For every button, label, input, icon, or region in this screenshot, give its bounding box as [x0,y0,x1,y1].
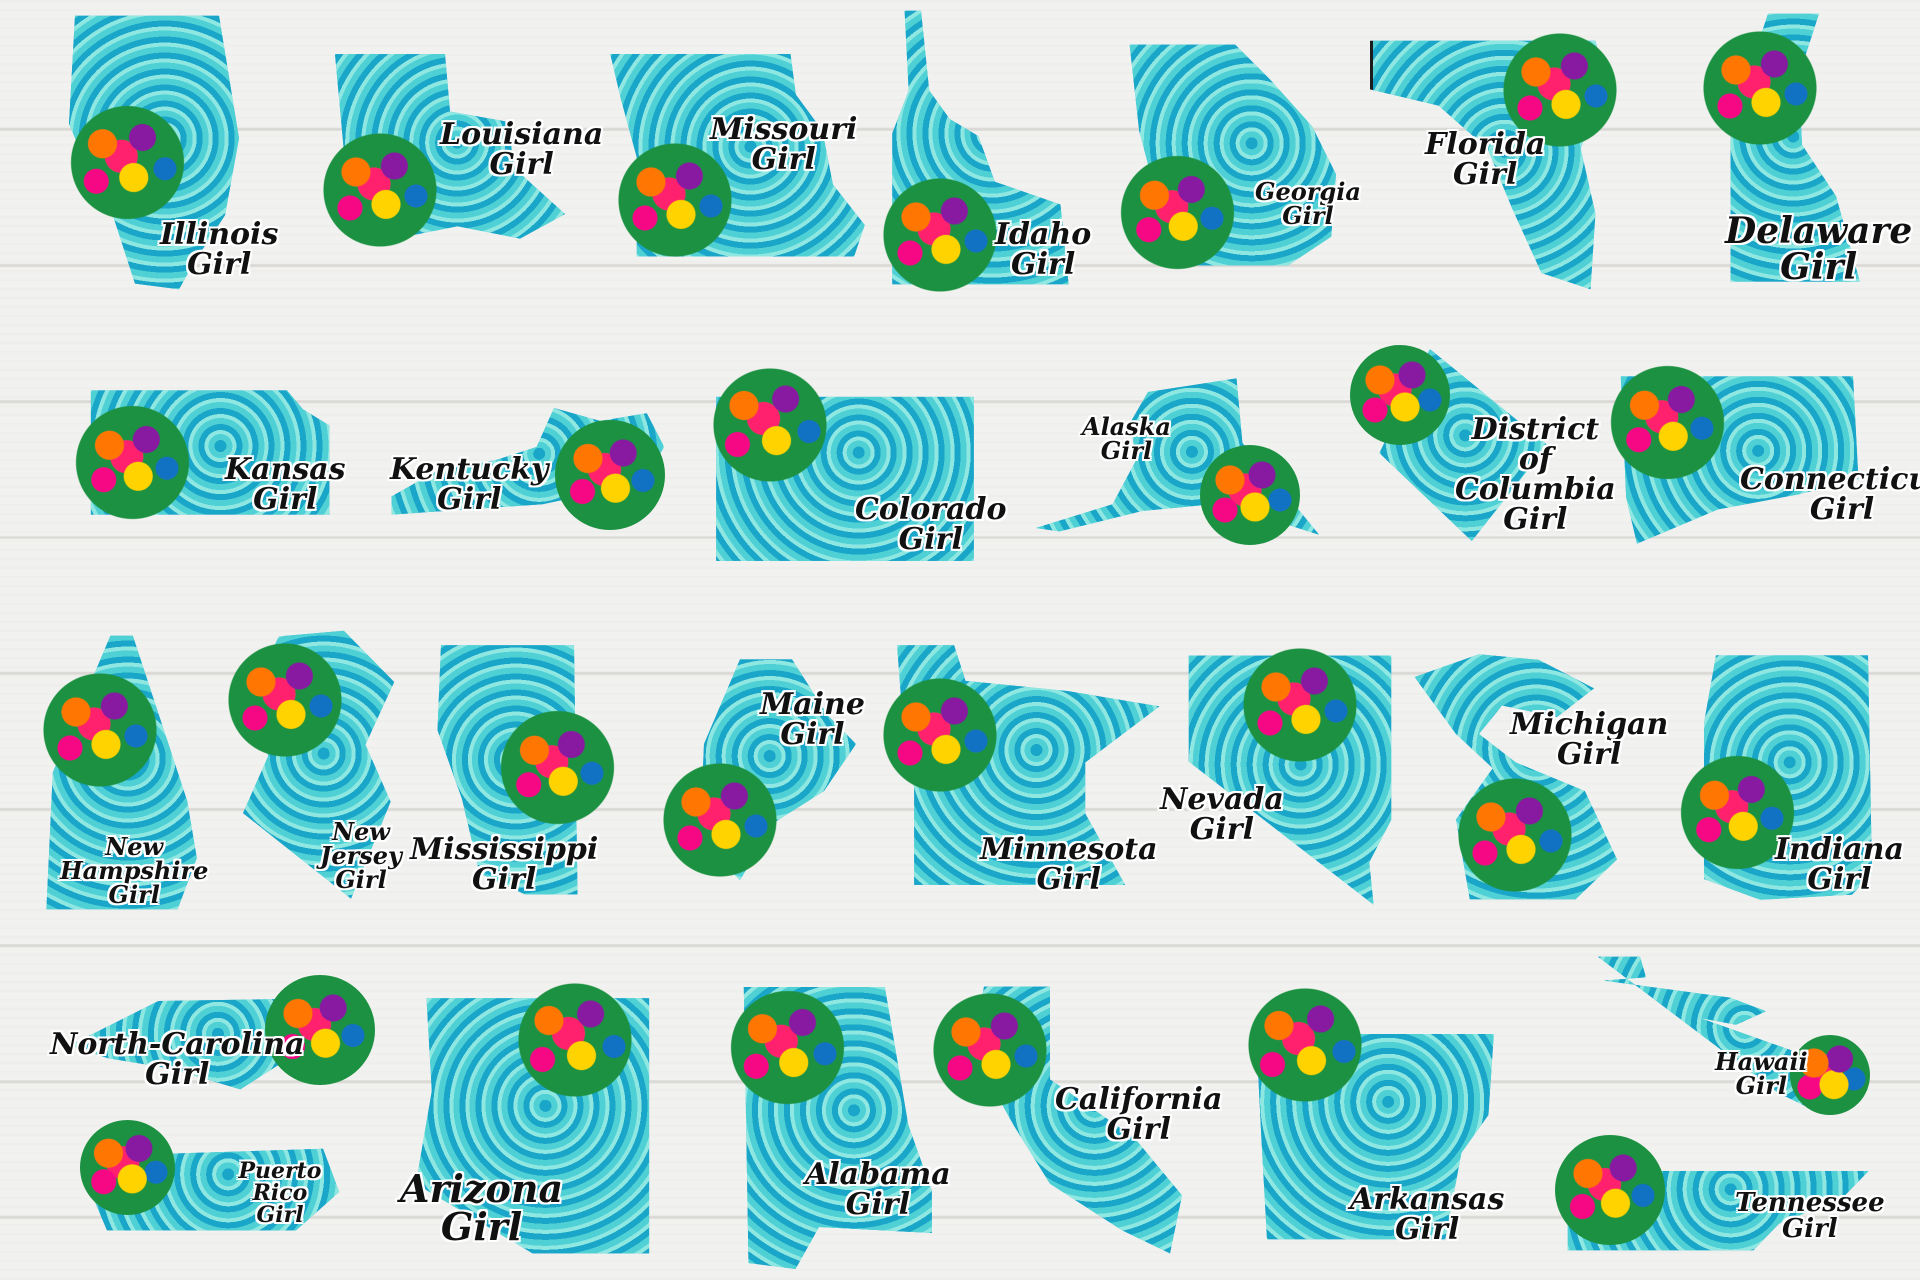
flower-bouquet-icon [880,675,1000,795]
sticker-colorado: Colorado Girl [705,360,1007,565]
sticker-north-carolina: North-Carolina Girl [45,975,375,1105]
flower-bouquet-icon [930,990,1050,1110]
sticker-idaho: Idaho Girl [880,5,1091,295]
sticker-delaware: Delaware Girl [1700,8,1912,293]
flower-bouquet-icon [80,1120,175,1215]
flower-bouquet-icon [510,975,640,1105]
flower-bouquet-icon [615,140,735,260]
sticker-arkansas: Arkansas Girl [1240,980,1510,1250]
sticker-kansas: Kansas Girl [75,385,346,520]
sticker-connecticut: Connecticut Girl [1610,365,1920,555]
flower-bouquet-icon [1500,30,1620,150]
sticker-indiana: Indiana Girl [1680,645,1904,905]
sticker-missouri: Missouri Girl [605,45,870,270]
sticker-kentucky: Kentucky Girl [380,395,670,530]
flower-bouquet-icon [500,710,615,825]
sticker-arizona: Arizona Girl [400,975,665,1265]
flower-bouquet-icon [75,405,190,520]
flower-bouquet-icon [1680,755,1795,870]
flower-bouquet-icon [1700,28,1820,148]
sticker-maine: Maine Girl [660,650,865,885]
sticker-tennessee: Tennessee Girl [1555,1135,1885,1255]
sticker-puerto-rico: Puerto Rico Girl [80,1120,350,1240]
flower-bouquet-icon [40,670,160,790]
sticker-new-jersey: New Jersey Girl [225,625,405,910]
sticker-georgia: Georgia Girl [1120,35,1361,275]
flower-bouquet-icon [265,975,375,1085]
sticker-new-hampshire: New Hampshire Girl [40,630,208,915]
flower-bouquet-icon [555,420,665,530]
sticker-hawaii: Hawaii Girl [1580,950,1880,1120]
state-shape-arkansas [1256,1034,1494,1240]
flower-bouquet-icon [1200,445,1300,545]
sticker-label-michigan: Michigan Girl [1510,707,1669,772]
flower-bouquet-icon [1350,345,1450,445]
flower-bouquet-icon [65,100,190,225]
flower-bouquet-icon [320,130,440,250]
sticker-alaska: Alaska Girl [1030,375,1325,545]
sticker-dc: District of Columbia Girl [1350,345,1616,545]
flower-bouquet-icon [1120,155,1235,270]
sticker-mississippi: Mississippi Girl [410,640,615,905]
flower-bouquet-icon [225,640,345,760]
flower-bouquet-icon [725,985,850,1110]
flower-bouquet-icon [660,760,780,880]
sticker-nevada: Nevada Girl [1160,645,1400,910]
flower-bouquet-icon [1240,645,1360,765]
flower-bouquet-icon [1610,365,1725,480]
sticker-alabama: Alabama Girl [725,975,960,1275]
flower-bouquet-icon [1790,1035,1870,1115]
flower-bouquet-icon [1240,980,1370,1110]
flower-bouquet-icon [705,360,835,490]
sticker-minnesota: Minnesota Girl [880,635,1165,895]
flower-bouquet-icon [1555,1135,1665,1245]
flower-bouquet-icon [880,175,1000,295]
sticker-california: California Girl [930,975,1230,1265]
sticker-louisiana: Louisiana Girl [320,50,603,255]
flower-bouquet-icon [1455,775,1575,895]
sticker-florida: Florida Girl [1370,30,1620,300]
sticker-michigan: Michigan Girl [1410,620,1668,905]
sticker-illinois: Illinois Girl [55,10,278,295]
